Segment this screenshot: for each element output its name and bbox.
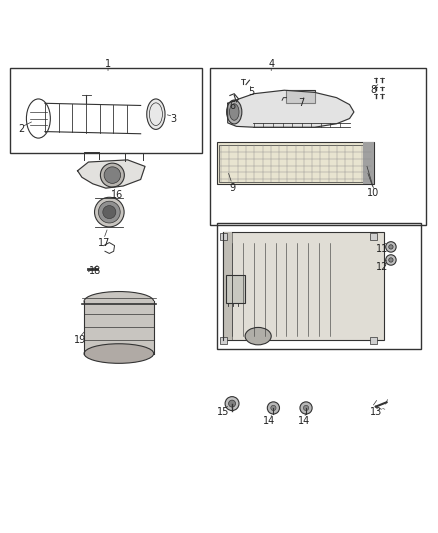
Ellipse shape	[84, 344, 154, 364]
Text: 12: 12	[376, 262, 389, 271]
Bar	[370, 232, 377, 239]
Bar	[217, 223, 421, 349]
Circle shape	[386, 255, 396, 265]
Bar	[226, 275, 245, 303]
Circle shape	[389, 245, 393, 249]
Circle shape	[229, 400, 236, 407]
Text: 5: 5	[248, 87, 255, 98]
Text: 10: 10	[367, 188, 380, 198]
Text: 4: 4	[268, 59, 274, 69]
Text: 11: 11	[376, 244, 389, 254]
Circle shape	[271, 405, 276, 410]
Text: 17: 17	[98, 238, 110, 247]
Polygon shape	[78, 160, 145, 188]
Text: 15: 15	[217, 407, 230, 417]
Bar	[286, 90, 315, 103]
Circle shape	[267, 402, 279, 414]
Bar	[223, 232, 385, 341]
Bar	[363, 142, 374, 184]
Text: 9: 9	[229, 183, 235, 193]
Ellipse shape	[100, 163, 124, 187]
Text: 18: 18	[89, 266, 101, 276]
Ellipse shape	[95, 197, 124, 227]
Circle shape	[304, 405, 309, 410]
Bar	[220, 232, 227, 239]
Circle shape	[389, 258, 393, 262]
Ellipse shape	[104, 167, 120, 183]
Bar	[217, 142, 374, 184]
Text: 13: 13	[370, 407, 382, 417]
Polygon shape	[228, 90, 354, 127]
Ellipse shape	[147, 99, 165, 130]
Bar	[370, 337, 377, 344]
Ellipse shape	[103, 206, 116, 219]
Ellipse shape	[99, 201, 120, 223]
Text: 14: 14	[298, 416, 310, 426]
Bar	[219, 144, 371, 182]
Ellipse shape	[245, 327, 271, 345]
Bar	[210, 68, 426, 225]
Ellipse shape	[226, 100, 242, 124]
Text: 3: 3	[170, 114, 177, 124]
Text: 19: 19	[74, 335, 86, 345]
Text: 1: 1	[105, 59, 111, 69]
Ellipse shape	[230, 104, 239, 120]
Bar	[10, 68, 201, 154]
Text: 16: 16	[111, 190, 123, 200]
Text: 2: 2	[18, 124, 24, 134]
Circle shape	[386, 241, 396, 252]
Bar	[220, 337, 227, 344]
Bar	[84, 301, 154, 353]
Text: 8: 8	[371, 85, 377, 95]
Text: 14: 14	[263, 416, 275, 426]
Circle shape	[300, 402, 312, 414]
Bar	[223, 232, 232, 341]
Ellipse shape	[84, 292, 154, 311]
Text: 6: 6	[229, 101, 235, 111]
Text: 7: 7	[299, 98, 305, 108]
Circle shape	[225, 397, 239, 410]
